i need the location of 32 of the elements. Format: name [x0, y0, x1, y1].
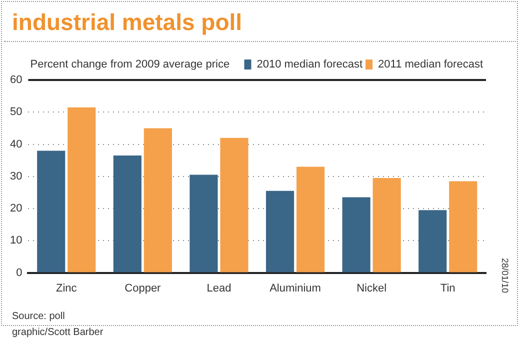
legend-label: 2010 median forecast [256, 58, 363, 71]
x-tick-label: Lead [206, 282, 232, 294]
bar [372, 178, 401, 272]
bar [68, 107, 96, 272]
y-tick-label: 60 [10, 74, 22, 86]
bar [144, 128, 172, 272]
bar [266, 190, 294, 272]
y-tick-label: 50 [10, 106, 22, 118]
text: graphic/Scott Barber [12, 327, 104, 339]
x-tick-label: Nickel [356, 282, 387, 294]
y-axis-title: Percent change from 2009 average price [30, 58, 230, 71]
bar [190, 174, 218, 272]
y-tick-label: 10 [10, 234, 22, 247]
bar [418, 210, 447, 272]
bar [37, 150, 66, 272]
x-tick-label: Copper [124, 282, 162, 294]
bar [113, 156, 142, 272]
x-tick-label: Aluminium [270, 282, 321, 294]
y-tick-label: 30 [10, 170, 22, 182]
y-tick-label: 0 [16, 266, 22, 279]
legend-label: 2011 median forecast [378, 58, 484, 71]
text: 28/01/10 [500, 258, 510, 294]
chart-title: industrial metals poll [12, 8, 242, 36]
x-tick-label: Zinc [56, 282, 78, 294]
bar [220, 138, 248, 272]
y-tick-label: 20 [10, 202, 22, 215]
bar [342, 197, 370, 272]
y-tick-label: 40 [10, 138, 22, 150]
bar [449, 181, 478, 272]
source-note: Source: poll [12, 311, 65, 323]
x-tick-label: Tin [440, 282, 456, 294]
bar [296, 166, 325, 272]
